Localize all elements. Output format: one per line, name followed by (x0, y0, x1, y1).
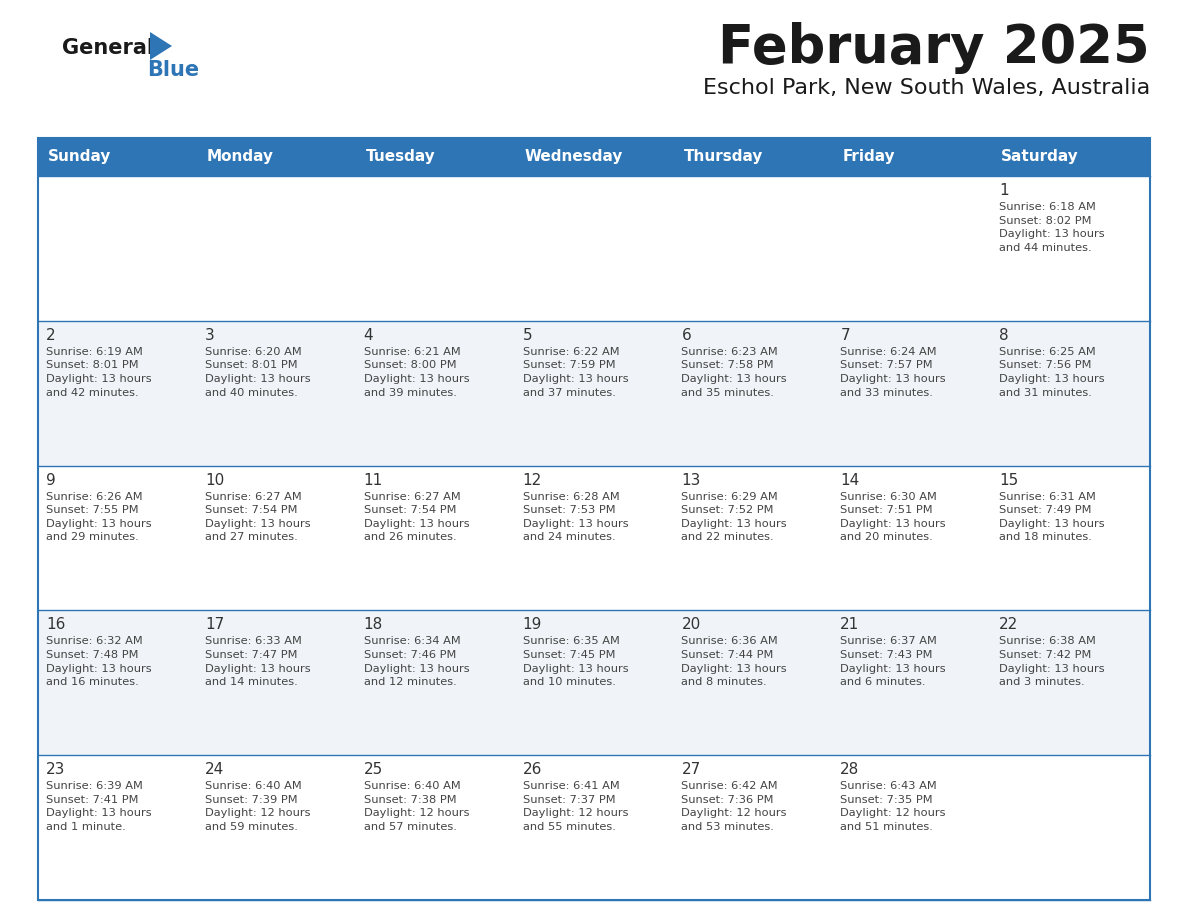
Text: 21: 21 (840, 618, 860, 633)
Bar (38, 465, 1150, 610)
Text: Sunrise: 6:29 AM
Sunset: 7:52 PM
Daylight: 13 hours
and 22 minutes.: Sunrise: 6:29 AM Sunset: 7:52 PM Dayligh… (682, 492, 788, 543)
Bar (38, 756, 1150, 900)
Text: Sunrise: 6:37 AM
Sunset: 7:43 PM
Daylight: 13 hours
and 6 minutes.: Sunrise: 6:37 AM Sunset: 7:43 PM Dayligh… (840, 636, 946, 688)
Text: Wednesday: Wednesday (525, 150, 623, 164)
Text: Sunrise: 6:35 AM
Sunset: 7:45 PM
Daylight: 13 hours
and 10 minutes.: Sunrise: 6:35 AM Sunset: 7:45 PM Dayligh… (523, 636, 628, 688)
Text: 4: 4 (364, 328, 373, 342)
Bar (38, 176, 1150, 320)
Text: 24: 24 (204, 762, 225, 778)
Text: Sunrise: 6:30 AM
Sunset: 7:51 PM
Daylight: 13 hours
and 20 minutes.: Sunrise: 6:30 AM Sunset: 7:51 PM Dayligh… (840, 492, 946, 543)
Text: 16: 16 (46, 618, 65, 633)
Text: 18: 18 (364, 618, 383, 633)
Text: Sunrise: 6:26 AM
Sunset: 7:55 PM
Daylight: 13 hours
and 29 minutes.: Sunrise: 6:26 AM Sunset: 7:55 PM Dayligh… (46, 492, 152, 543)
Text: Sunrise: 6:43 AM
Sunset: 7:35 PM
Daylight: 12 hours
and 51 minutes.: Sunrise: 6:43 AM Sunset: 7:35 PM Dayligh… (840, 781, 946, 832)
Text: 9: 9 (46, 473, 56, 487)
Text: Sunrise: 6:28 AM
Sunset: 7:53 PM
Daylight: 13 hours
and 24 minutes.: Sunrise: 6:28 AM Sunset: 7:53 PM Dayligh… (523, 492, 628, 543)
Text: 8: 8 (999, 328, 1009, 342)
Text: 13: 13 (682, 473, 701, 487)
Text: 20: 20 (682, 618, 701, 633)
Text: 23: 23 (46, 762, 65, 778)
Text: Blue: Blue (147, 60, 200, 80)
Text: 6: 6 (682, 328, 691, 342)
Text: 14: 14 (840, 473, 860, 487)
Text: 27: 27 (682, 762, 701, 778)
Text: 11: 11 (364, 473, 383, 487)
Text: Sunrise: 6:32 AM
Sunset: 7:48 PM
Daylight: 13 hours
and 16 minutes.: Sunrise: 6:32 AM Sunset: 7:48 PM Dayligh… (46, 636, 152, 688)
Text: Sunrise: 6:19 AM
Sunset: 8:01 PM
Daylight: 13 hours
and 42 minutes.: Sunrise: 6:19 AM Sunset: 8:01 PM Dayligh… (46, 347, 152, 397)
Text: Sunrise: 6:34 AM
Sunset: 7:46 PM
Daylight: 13 hours
and 12 minutes.: Sunrise: 6:34 AM Sunset: 7:46 PM Dayligh… (364, 636, 469, 688)
Text: 17: 17 (204, 618, 225, 633)
Text: Sunrise: 6:22 AM
Sunset: 7:59 PM
Daylight: 13 hours
and 37 minutes.: Sunrise: 6:22 AM Sunset: 7:59 PM Dayligh… (523, 347, 628, 397)
Text: Sunrise: 6:40 AM
Sunset: 7:38 PM
Daylight: 12 hours
and 57 minutes.: Sunrise: 6:40 AM Sunset: 7:38 PM Dayligh… (364, 781, 469, 832)
Text: Sunrise: 6:27 AM
Sunset: 7:54 PM
Daylight: 13 hours
and 26 minutes.: Sunrise: 6:27 AM Sunset: 7:54 PM Dayligh… (364, 492, 469, 543)
Text: Sunrise: 6:18 AM
Sunset: 8:02 PM
Daylight: 13 hours
and 44 minutes.: Sunrise: 6:18 AM Sunset: 8:02 PM Dayligh… (999, 202, 1105, 252)
Text: Sunday: Sunday (48, 150, 112, 164)
Text: 5: 5 (523, 328, 532, 342)
Text: Sunrise: 6:40 AM
Sunset: 7:39 PM
Daylight: 12 hours
and 59 minutes.: Sunrise: 6:40 AM Sunset: 7:39 PM Dayligh… (204, 781, 310, 832)
Text: Sunrise: 6:38 AM
Sunset: 7:42 PM
Daylight: 13 hours
and 3 minutes.: Sunrise: 6:38 AM Sunset: 7:42 PM Dayligh… (999, 636, 1105, 688)
Text: Sunrise: 6:41 AM
Sunset: 7:37 PM
Daylight: 12 hours
and 55 minutes.: Sunrise: 6:41 AM Sunset: 7:37 PM Dayligh… (523, 781, 628, 832)
Text: 10: 10 (204, 473, 225, 487)
Text: 1: 1 (999, 183, 1009, 198)
Bar (38, 320, 1150, 465)
Text: 19: 19 (523, 618, 542, 633)
Text: Monday: Monday (207, 150, 274, 164)
Text: Tuesday: Tuesday (366, 150, 436, 164)
Text: 7: 7 (840, 328, 849, 342)
Text: General: General (62, 38, 154, 58)
Text: February 2025: February 2025 (719, 22, 1150, 74)
Bar (38, 610, 1150, 756)
Text: 28: 28 (840, 762, 860, 778)
Text: 26: 26 (523, 762, 542, 778)
Text: Sunrise: 6:42 AM
Sunset: 7:36 PM
Daylight: 12 hours
and 53 minutes.: Sunrise: 6:42 AM Sunset: 7:36 PM Dayligh… (682, 781, 786, 832)
Text: 2: 2 (46, 328, 56, 342)
Text: 12: 12 (523, 473, 542, 487)
Text: Thursday: Thursday (683, 150, 763, 164)
Text: Sunrise: 6:31 AM
Sunset: 7:49 PM
Daylight: 13 hours
and 18 minutes.: Sunrise: 6:31 AM Sunset: 7:49 PM Dayligh… (999, 492, 1105, 543)
Text: Sunrise: 6:24 AM
Sunset: 7:57 PM
Daylight: 13 hours
and 33 minutes.: Sunrise: 6:24 AM Sunset: 7:57 PM Dayligh… (840, 347, 946, 397)
Text: Eschol Park, New South Wales, Australia: Eschol Park, New South Wales, Australia (703, 78, 1150, 98)
Text: Sunrise: 6:20 AM
Sunset: 8:01 PM
Daylight: 13 hours
and 40 minutes.: Sunrise: 6:20 AM Sunset: 8:01 PM Dayligh… (204, 347, 310, 397)
Text: 15: 15 (999, 473, 1018, 487)
Text: 25: 25 (364, 762, 383, 778)
Text: Sunrise: 6:36 AM
Sunset: 7:44 PM
Daylight: 13 hours
and 8 minutes.: Sunrise: 6:36 AM Sunset: 7:44 PM Dayligh… (682, 636, 788, 688)
Text: Saturday: Saturday (1001, 150, 1079, 164)
Text: Sunrise: 6:27 AM
Sunset: 7:54 PM
Daylight: 13 hours
and 27 minutes.: Sunrise: 6:27 AM Sunset: 7:54 PM Dayligh… (204, 492, 310, 543)
Text: Sunrise: 6:39 AM
Sunset: 7:41 PM
Daylight: 13 hours
and 1 minute.: Sunrise: 6:39 AM Sunset: 7:41 PM Dayligh… (46, 781, 152, 832)
Text: Sunrise: 6:33 AM
Sunset: 7:47 PM
Daylight: 13 hours
and 14 minutes.: Sunrise: 6:33 AM Sunset: 7:47 PM Dayligh… (204, 636, 310, 688)
Bar (38, 138, 1150, 176)
Text: Sunrise: 6:25 AM
Sunset: 7:56 PM
Daylight: 13 hours
and 31 minutes.: Sunrise: 6:25 AM Sunset: 7:56 PM Dayligh… (999, 347, 1105, 397)
Text: Sunrise: 6:23 AM
Sunset: 7:58 PM
Daylight: 13 hours
and 35 minutes.: Sunrise: 6:23 AM Sunset: 7:58 PM Dayligh… (682, 347, 788, 397)
Text: 3: 3 (204, 328, 215, 342)
Text: Sunrise: 6:21 AM
Sunset: 8:00 PM
Daylight: 13 hours
and 39 minutes.: Sunrise: 6:21 AM Sunset: 8:00 PM Dayligh… (364, 347, 469, 397)
Text: Friday: Friday (842, 150, 895, 164)
Polygon shape (150, 32, 172, 60)
Text: 22: 22 (999, 618, 1018, 633)
Bar (38, 138, 1150, 900)
